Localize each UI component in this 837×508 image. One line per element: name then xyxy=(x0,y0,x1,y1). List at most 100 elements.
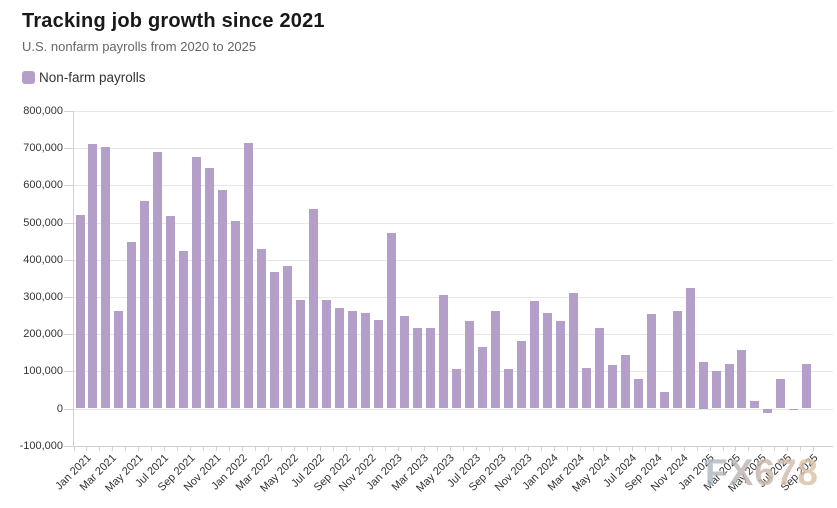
x-axis-tick xyxy=(86,445,88,452)
bar[interactable] xyxy=(127,242,137,409)
x-axis-tick xyxy=(99,445,101,452)
x-axis-tick xyxy=(138,445,140,452)
bar[interactable] xyxy=(763,408,773,414)
x-axis-tick xyxy=(242,445,244,452)
bar[interactable] xyxy=(88,144,98,409)
bar[interactable] xyxy=(348,310,358,409)
bar[interactable] xyxy=(789,408,799,410)
bar[interactable] xyxy=(244,142,254,409)
bar[interactable] xyxy=(114,310,124,409)
x-axis-tick xyxy=(475,445,477,452)
x-axis-tick xyxy=(722,445,724,452)
bar[interactable] xyxy=(205,167,215,409)
bar[interactable] xyxy=(387,232,397,409)
y-gridline xyxy=(73,408,833,410)
bar[interactable] xyxy=(490,311,500,409)
y-axis-tick xyxy=(64,148,73,150)
bar[interactable] xyxy=(477,347,487,409)
x-axis-tick xyxy=(346,445,348,452)
bar[interactable] xyxy=(633,379,643,409)
bar[interactable] xyxy=(451,369,461,409)
bar[interactable] xyxy=(283,265,293,409)
bar[interactable] xyxy=(296,299,306,409)
bar[interactable] xyxy=(438,294,448,409)
bar[interactable] xyxy=(257,249,267,409)
x-axis-tick xyxy=(748,445,750,452)
y-axis-label: 500,000 xyxy=(23,216,63,229)
y-axis-tick xyxy=(64,222,73,224)
bar[interactable] xyxy=(698,362,708,409)
y-gridline xyxy=(73,222,833,224)
bar[interactable] xyxy=(140,201,150,409)
bar[interactable] xyxy=(672,311,682,409)
y-axis-tick xyxy=(64,110,73,112)
bar[interactable] xyxy=(503,369,513,409)
x-axis-tick xyxy=(605,445,607,452)
bar[interactable] xyxy=(659,392,669,409)
bar[interactable] xyxy=(555,320,565,409)
x-axis-line xyxy=(73,445,833,447)
y-axis-label: 700,000 xyxy=(23,142,63,155)
bar[interactable] xyxy=(724,363,734,409)
bar[interactable] xyxy=(464,320,474,409)
bar[interactable] xyxy=(309,208,319,409)
bar[interactable] xyxy=(620,354,630,409)
x-axis-tick xyxy=(709,445,711,452)
bar[interactable] xyxy=(218,189,228,409)
bar[interactable] xyxy=(607,364,617,409)
bar[interactable] xyxy=(179,250,189,409)
y-gridline xyxy=(73,334,833,336)
x-axis-tick xyxy=(423,445,425,452)
bar[interactable] xyxy=(750,401,760,409)
x-axis-tick xyxy=(670,445,672,452)
x-axis-tick xyxy=(735,445,737,452)
bar[interactable] xyxy=(192,156,202,409)
bar[interactable] xyxy=(153,152,163,409)
x-axis-tick xyxy=(488,445,490,452)
legend-label: Non-farm payrolls xyxy=(39,70,146,85)
x-axis-tick xyxy=(527,445,529,452)
x-axis-tick xyxy=(216,445,218,452)
bar[interactable] xyxy=(231,221,241,409)
x-axis-tick xyxy=(294,445,296,452)
x-axis-tick xyxy=(281,445,283,452)
x-axis-tick xyxy=(229,445,231,452)
bar[interactable] xyxy=(166,216,176,409)
bar[interactable] xyxy=(802,364,812,409)
bar[interactable] xyxy=(568,293,578,409)
legend-swatch-icon xyxy=(22,71,35,84)
legend-item-nonfarm-payrolls[interactable]: Non-farm payrolls xyxy=(22,70,146,85)
chart-title: Tracking job growth since 2021 xyxy=(22,10,325,32)
bar[interactable] xyxy=(335,308,345,409)
bar[interactable] xyxy=(737,349,747,409)
x-axis-tick xyxy=(320,445,322,452)
bar[interactable] xyxy=(322,299,332,409)
bar[interactable] xyxy=(542,313,552,409)
y-axis-tick xyxy=(64,259,73,261)
bar[interactable] xyxy=(101,146,111,409)
x-axis-tick xyxy=(631,445,633,452)
bar[interactable] xyxy=(581,368,591,409)
bar[interactable] xyxy=(646,313,656,409)
x-axis-tick xyxy=(177,445,179,452)
y-axis-label: 100,000 xyxy=(23,365,63,378)
bar[interactable] xyxy=(685,288,695,409)
y-axis-label: 800,000 xyxy=(23,104,63,117)
bar[interactable] xyxy=(516,340,526,409)
bar[interactable] xyxy=(400,316,409,409)
bar[interactable] xyxy=(711,370,721,409)
y-axis-tick xyxy=(64,445,73,447)
bar[interactable] xyxy=(412,327,422,409)
bar[interactable] xyxy=(529,300,539,409)
bar[interactable] xyxy=(270,271,280,409)
bar[interactable] xyxy=(374,319,384,409)
bar[interactable] xyxy=(776,379,786,409)
y-gridline xyxy=(73,296,833,298)
bar[interactable] xyxy=(594,328,604,409)
bar[interactable] xyxy=(361,313,371,409)
bar[interactable] xyxy=(75,215,85,409)
bar[interactable] xyxy=(425,327,435,409)
y-gridline xyxy=(73,185,833,187)
x-axis-tick xyxy=(514,445,516,452)
